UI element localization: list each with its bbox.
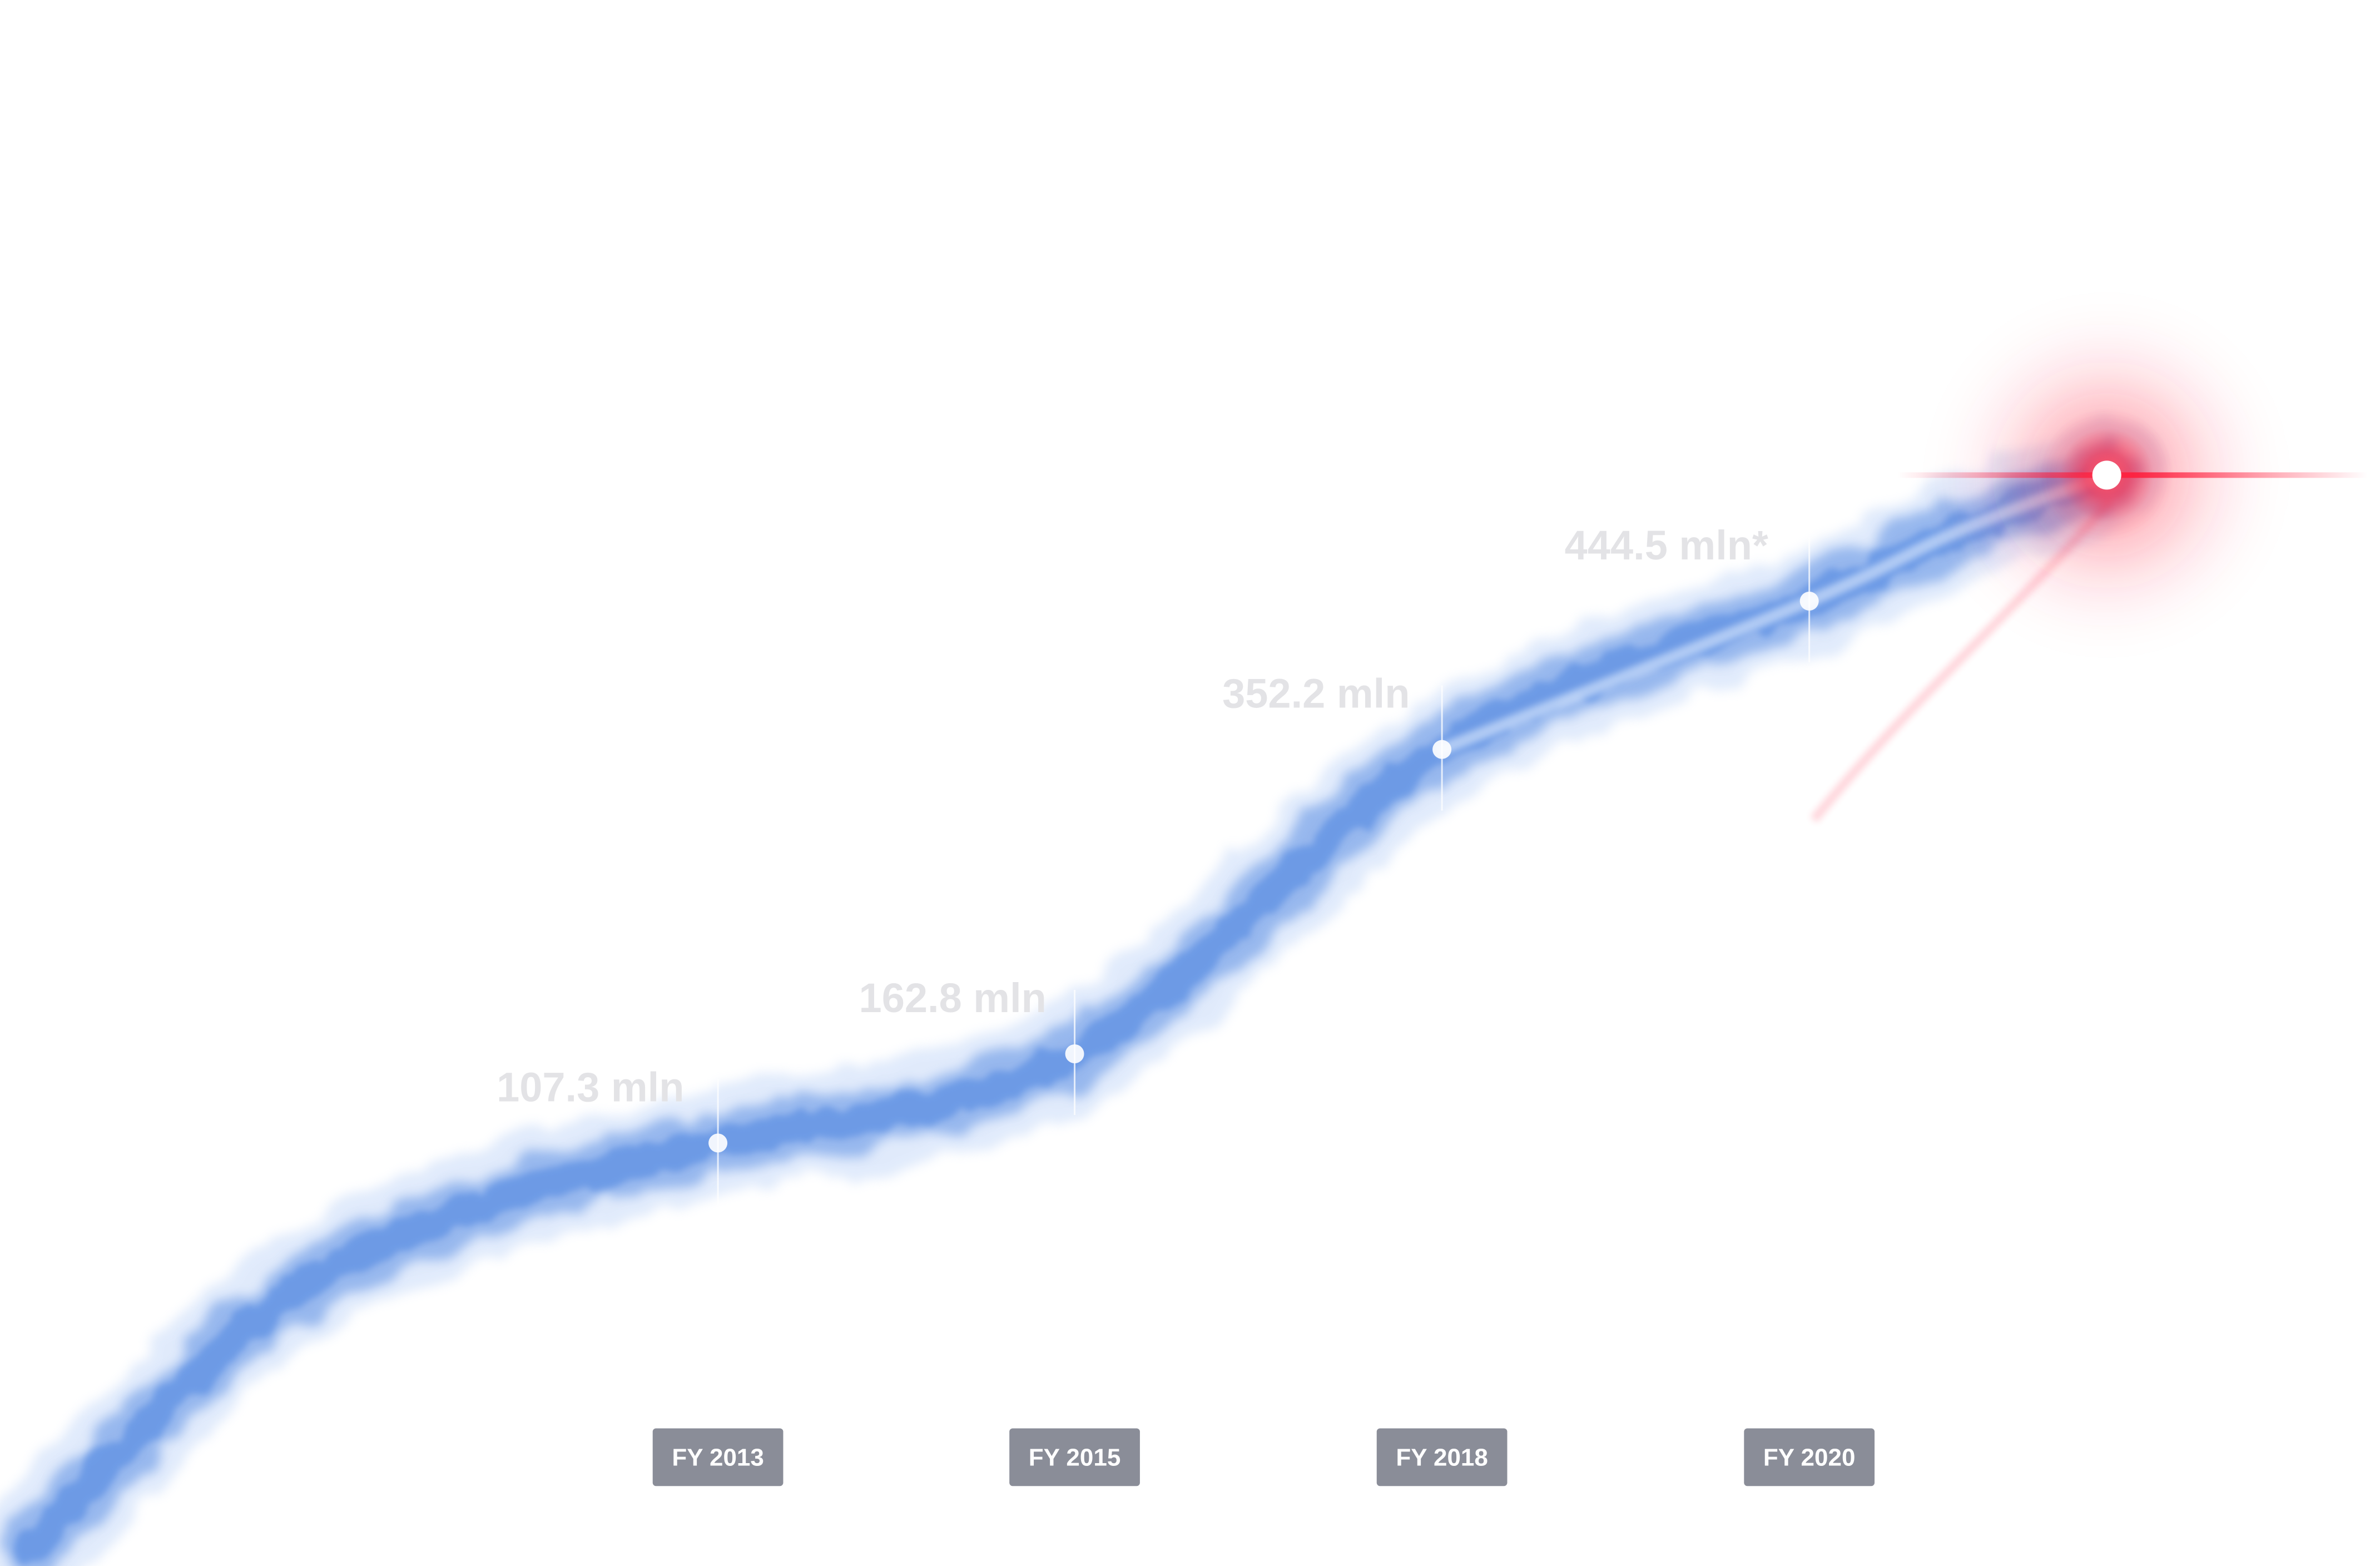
year-badge	[1009, 1428, 1140, 1486]
data-label: 352.2 mln	[1222, 671, 1410, 717]
glow-center	[2092, 460, 2121, 490]
year-badge	[1376, 1428, 1508, 1486]
x-tick-label: FY 2015	[1029, 1444, 1121, 1471]
smoke-trail	[0, 422, 2160, 1566]
year-badge	[652, 1428, 784, 1486]
data-marks: 107.3 mln 162.8 mln 352.2 mln 444.5 mln*	[497, 522, 1819, 1205]
x-tick-label: FY 2013	[672, 1444, 764, 1471]
x-tick-label: FY 2018	[1396, 1444, 1488, 1471]
data-label: 107.3 mln	[497, 1064, 684, 1110]
x-axis-year-badges: FY 2013 FY 2015 FY 2018 FY 2020	[652, 1428, 1875, 1486]
data-point	[1799, 591, 1819, 611]
data-label: 444.5 mln*	[1565, 522, 1768, 568]
data-label: 162.8 mln	[859, 975, 1047, 1021]
year-badge	[1744, 1428, 1875, 1486]
trail-head-glow	[1897, 308, 2368, 642]
data-point	[1432, 740, 1452, 759]
lens-flare	[1897, 472, 2368, 478]
data-point	[1065, 1044, 1084, 1063]
data-point	[708, 1133, 728, 1153]
x-tick-label: FY 2020	[1763, 1444, 1856, 1471]
